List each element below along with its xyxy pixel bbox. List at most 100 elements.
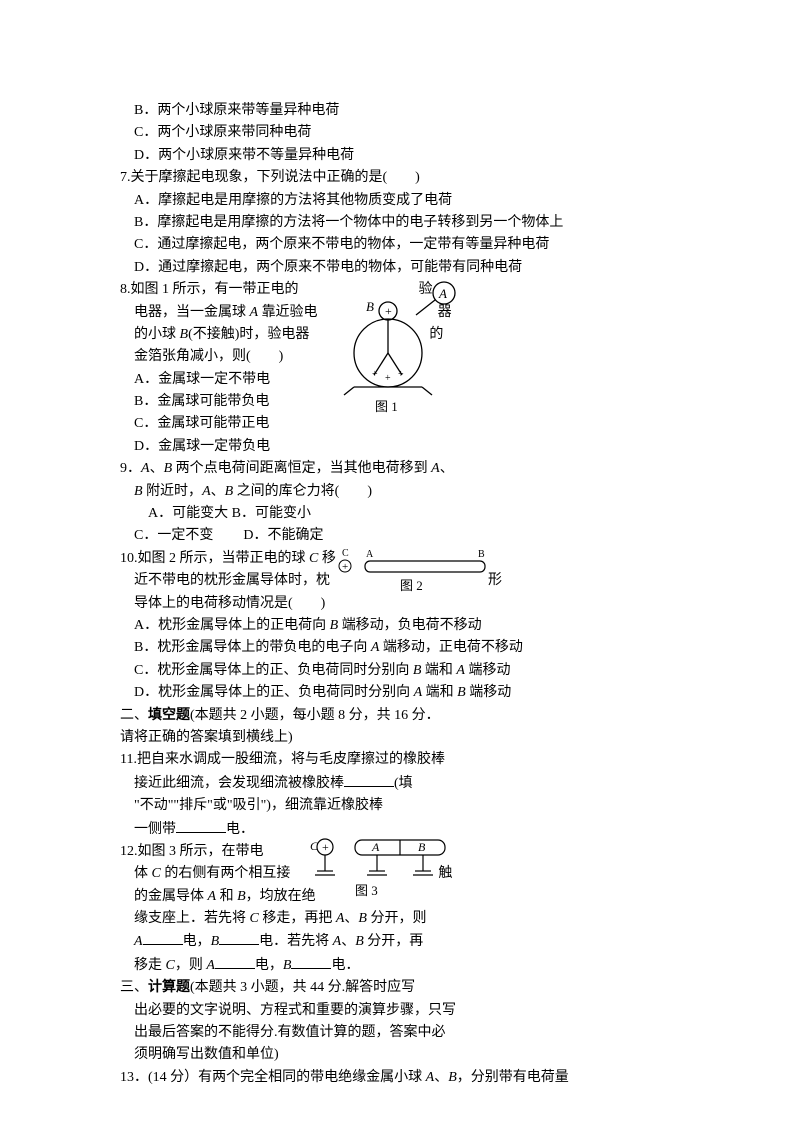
q10B-b: 端移动，正电荷不移动 <box>379 640 523 655</box>
q12-l3it2: B <box>237 889 246 904</box>
q13-m: 、 <box>434 1070 448 1085</box>
q11-l3: "不动""排斥"或"吸引")，细流靠近橡胶棒 <box>120 795 694 817</box>
blank-field[interactable] <box>143 930 183 945</box>
q10-optD: D．枕形金属导体上的正、负电荷同时分别向 A 端和 B 端移动 <box>120 682 694 704</box>
q13-it2: B <box>448 1070 457 1085</box>
q12-l6d: 电． <box>331 958 359 973</box>
q12-l2a: 体 <box>134 866 152 881</box>
q9-optAB: A．可能变大 B．可能变小 <box>120 503 694 525</box>
svg-text:+: + <box>385 373 391 384</box>
q10C-b: 端移动 <box>465 663 511 678</box>
q10-l1a: 10.如图 2 所示，当带正电的球 <box>120 551 309 566</box>
blank-field[interactable] <box>291 954 331 969</box>
sec2-head2: 请将正确的答案填到横线上) <box>120 727 694 749</box>
fig2-labelB: B <box>478 549 485 560</box>
q10D-b: 端移动 <box>466 685 512 700</box>
q6-optC: C．两个小球原来带同种电荷 <box>120 122 694 144</box>
q12-l6it1: C <box>166 958 175 973</box>
q9-l2it3: B <box>225 484 234 499</box>
q12-l4c: 分开，则 <box>367 911 427 926</box>
svg-text:+: + <box>322 840 329 854</box>
fig2-caption: 图 2 <box>400 576 423 597</box>
q12-l3a: 的金属导体 <box>134 889 208 904</box>
q13-l1a: 13．(14 分）有两个完全相同的带电绝缘金属小球 <box>120 1070 426 1085</box>
q13-l1b: ，分别带有电荷量 <box>457 1070 569 1085</box>
q12-l5m: 、 <box>341 934 355 949</box>
fig2-labelC: C <box>342 548 349 559</box>
q9-l2it1: B <box>134 484 143 499</box>
sec3-a: 三、 <box>120 980 148 995</box>
svg-text:+: + <box>342 561 348 573</box>
q7-optC: C．通过摩擦起电，两个原来不带电的物体，一定带有等量异种电荷 <box>120 234 694 256</box>
fig1-labelB: B <box>366 299 374 314</box>
sec2-a: 二、 <box>120 708 148 723</box>
fig1-labelA: A <box>438 286 447 301</box>
figure-1: + + + + A B <box>330 275 470 397</box>
q11-l2b: (填 <box>394 776 413 791</box>
q9-optC: C．一定不变 <box>134 528 213 543</box>
q12-l5: A电，B电．若先将 A、B 分开，再 <box>120 930 694 953</box>
q12-l6it2: A <box>206 958 215 973</box>
q9-l2a: 附近时， <box>143 484 203 499</box>
q12-l5it2: B <box>211 934 220 949</box>
sec3-l3: 出最后答案的不能得分.有数值计算的题，答案中必 <box>120 1022 694 1044</box>
q12-l3m: 和 <box>216 889 237 904</box>
sec3-c: (本题共 3 小题，共 44 分.解答时应写 <box>190 980 415 995</box>
blank-field[interactable] <box>176 818 226 833</box>
q10D-it1: A <box>414 685 423 700</box>
blank-field[interactable] <box>344 772 394 787</box>
q12-l5b: 电．若先将 <box>259 934 333 949</box>
svg-text:+: + <box>372 369 378 380</box>
svg-text:+: + <box>398 369 404 380</box>
q12-l3b: ，均放在绝 <box>246 889 316 904</box>
q7-optB: B．摩擦起电是用摩擦的方法将一个物体中的电子转移到另一个物体上 <box>120 212 694 234</box>
q9-m1: 、 <box>150 461 164 476</box>
q9-l1b: 两个点电荷间距离恒定，当其他电荷移到 <box>172 461 431 476</box>
q10C-a: C．枕形金属导体上的正、负电荷同时分别向 <box>134 663 413 678</box>
q10-optC: C．枕形金属导体上的正、负电荷同时分别向 B 端和 A 端移动 <box>120 660 694 682</box>
svg-text:+: + <box>385 304 392 318</box>
q10B-a: B．枕形金属导体上的带负电的电子向 <box>134 640 371 655</box>
q11-l2: 接近此细流，会发现细流被橡胶棒(填 <box>120 772 694 795</box>
blank-field[interactable] <box>215 954 255 969</box>
q12-l5a: 电， <box>183 934 211 949</box>
q12-l4m: 、 <box>344 911 358 926</box>
q10C-m: 端和 <box>421 663 456 678</box>
q13-l1: 13．(14 分）有两个完全相同的带电绝缘金属小球 A、B，分别带有电荷量 <box>120 1067 694 1089</box>
q12-l4it: C <box>250 911 259 926</box>
q9-optD: D．不能确定 <box>243 528 323 543</box>
fig3-labelB: B <box>418 840 426 854</box>
q10-l1it: C <box>309 551 318 566</box>
q6-optB: B．两个小球原来带等量异种电荷 <box>120 100 694 122</box>
q9-optCD: C．一定不变 D．不能确定 <box>120 525 694 547</box>
q11-l4b: 电． <box>226 822 254 837</box>
blank-field[interactable] <box>219 930 259 945</box>
q13-it1: A <box>426 1070 435 1085</box>
q9-it1: A <box>141 461 150 476</box>
q8-optD: D．金属球一定带负电 <box>120 436 694 458</box>
q7-optA: A．摩擦起电是用摩擦的方法将其他物质变成了电荷 <box>120 190 694 212</box>
q12-l2b: 的右侧有两个相互接 <box>161 866 291 881</box>
q8-block: 8.如图 1 所示，有一带正电的验 电器，当一金属球 A 靠近验电器 的小球 B… <box>120 279 694 458</box>
q11-l1: 11.把自来水调成一股细流，将与毛皮摩擦过的橡胶棒 <box>120 749 694 771</box>
q8-optC: C．金属球可能带正电 <box>120 413 694 435</box>
q12-l6it3: B <box>283 958 292 973</box>
q6-optD: D．两个小球原来带不等量异种电荷 <box>120 145 694 167</box>
sec3-l4: 须明确写出数值和单位) <box>120 1044 694 1066</box>
q10-l2a: 近不带电的枕形金属导体时，枕 <box>134 573 330 588</box>
q12-l5it4: B <box>355 934 364 949</box>
q12-block: 12.如图 3 所示，在带电 体 C 的右侧有两个相互接触 + C A B 图 … <box>120 841 694 977</box>
q11-l4a: 一侧带 <box>134 822 176 837</box>
sec2-b: 填空题 <box>148 708 190 723</box>
q10-optB: B．枕形金属导体上的带负电的电子向 A 端移动，正电荷不移动 <box>120 637 694 659</box>
q12-l5c: 分开，再 <box>364 934 424 949</box>
q12-l4a: 缘支座上．若先将 <box>134 911 250 926</box>
q9-l2: B 附近时，A、B 之间的库仑力将( ) <box>120 481 694 503</box>
sec3-b: 计算题 <box>148 980 190 995</box>
q8-l2b: 靠近验电 <box>258 305 318 320</box>
q12-l6: 移走 C，则 A电，B电． <box>120 954 694 977</box>
fig3-labelC: C <box>310 839 319 853</box>
q12-l2it: C <box>152 866 161 881</box>
q10-block: 10.如图 2 所示，当带正电的球 C 移 近不带电的枕形金属导体时，枕形 导体… <box>120 548 694 705</box>
q12-l4b: 移走，再把 <box>259 911 336 926</box>
